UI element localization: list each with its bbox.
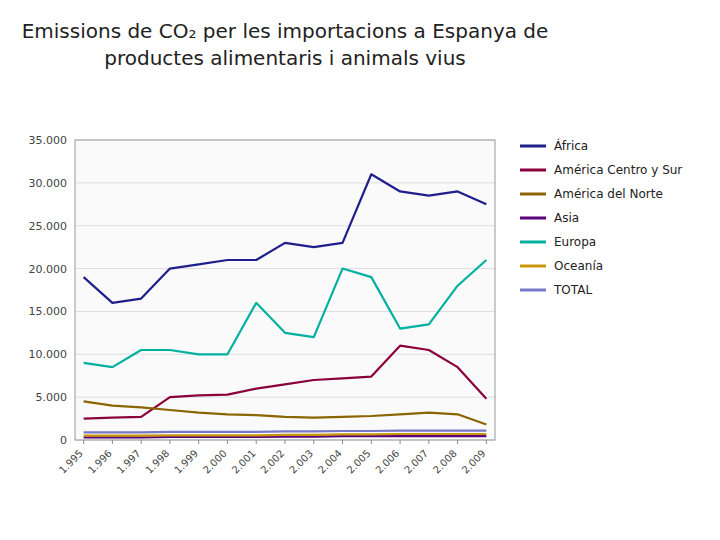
legend-swatch — [520, 241, 546, 244]
y-tick-label: 0 — [60, 434, 67, 447]
x-tick-label: 2.004 — [316, 448, 344, 476]
legend-label: TOTAL — [553, 283, 592, 297]
grid-line — [75, 225, 495, 226]
series-line — [84, 431, 487, 433]
legend-swatch — [520, 169, 546, 172]
x-tick — [285, 440, 286, 444]
x-tick — [342, 440, 343, 444]
x-tick — [371, 440, 372, 444]
legend-label: América Centro y Sur — [554, 163, 682, 177]
x-tick — [486, 440, 487, 444]
legend-label: Europa — [554, 235, 596, 249]
x-tick-label: 2.009 — [460, 448, 488, 476]
x-tick — [457, 440, 458, 444]
x-tick-label: 2.000 — [201, 448, 229, 476]
grid-line — [75, 182, 495, 183]
x-tick-label: 2.006 — [373, 448, 401, 476]
series-line — [84, 434, 487, 436]
legend-label: África — [554, 138, 588, 153]
x-tick-label: 2.001 — [230, 448, 258, 476]
plot-background — [75, 140, 495, 440]
y-tick-label: 5.000 — [36, 391, 68, 404]
x-tick-label: 2.003 — [287, 448, 315, 476]
series-line — [84, 401, 487, 424]
x-tick — [169, 440, 170, 444]
plot-frame — [75, 140, 495, 440]
grid-line — [75, 268, 495, 269]
legend-swatch — [520, 145, 546, 148]
legend-label: Asia — [554, 211, 579, 225]
x-tick — [400, 440, 401, 444]
x-tick-label: 1.998 — [143, 448, 171, 476]
x-tick — [112, 440, 113, 444]
x-tick — [428, 440, 429, 444]
series-group — [84, 174, 487, 437]
x-tick-label: 2.002 — [258, 448, 286, 476]
x-tick-label: 1.995 — [57, 448, 85, 476]
x-tick — [83, 440, 84, 444]
title: Emissions de CO₂ per les importacions a … — [22, 19, 549, 70]
x-tick-label: 1.999 — [172, 448, 200, 476]
grid-line — [75, 397, 495, 398]
series-line — [84, 174, 487, 303]
legend-swatch — [520, 217, 546, 220]
y-tick-label: 35.000 — [29, 134, 68, 147]
grid — [75, 140, 495, 440]
y-tick-label: 15.000 — [29, 305, 68, 318]
chart: Emissions de CO₂ per les importacions a … — [0, 0, 720, 540]
legend-swatch — [520, 193, 546, 196]
legend-label: Oceanía — [554, 259, 603, 273]
x-tick — [227, 440, 228, 444]
y-tick-label: 10.000 — [29, 348, 68, 361]
y-tick-label: 20.000 — [29, 263, 68, 276]
grid-line — [75, 311, 495, 312]
x-tick-label: 1.996 — [86, 448, 114, 476]
x-tick-label: 2.007 — [402, 448, 430, 476]
x-tick — [141, 440, 142, 444]
y-tick-label: 25.000 — [29, 220, 68, 233]
legend-label: América del Norte — [554, 187, 663, 201]
x-tick — [313, 440, 314, 444]
y-tick-label: 30.000 — [29, 177, 68, 190]
legend-swatch — [520, 265, 546, 268]
legend: África América Centro y Sur América del No… — [520, 138, 682, 297]
series-line — [84, 260, 487, 367]
legend-swatch — [520, 289, 546, 292]
x-tick — [198, 440, 199, 444]
x-tick-label: 2.005 — [345, 448, 373, 476]
x-tick-label: 2.008 — [431, 448, 459, 476]
x-tick — [256, 440, 257, 444]
grid-line — [75, 354, 495, 355]
x-tick-label: 1.997 — [115, 448, 143, 476]
